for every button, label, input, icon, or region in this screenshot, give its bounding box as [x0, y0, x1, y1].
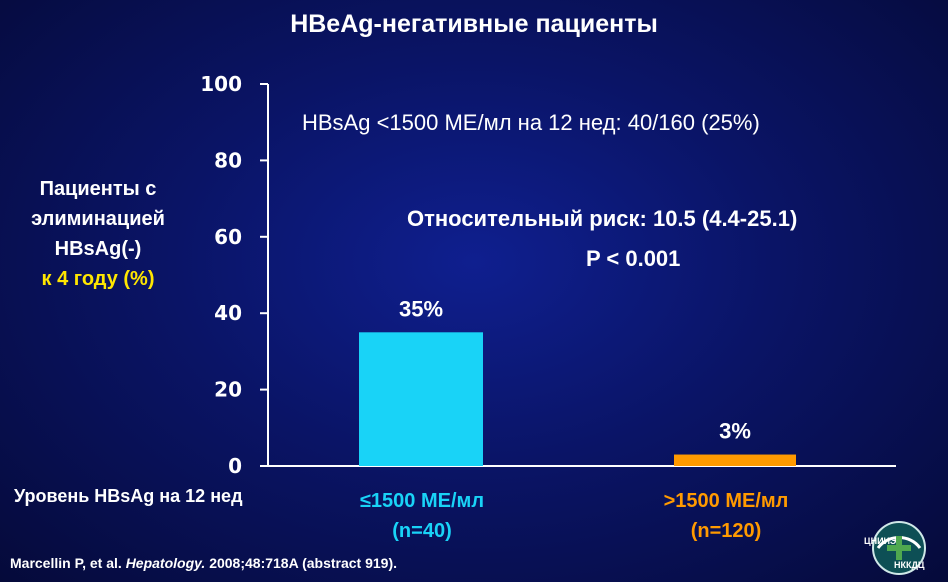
institute-logo: ЦНИИЭ НККДЦ [864, 521, 926, 575]
category-label-high-line1: >1500 МЕ/мл [663, 490, 789, 512]
bar-value-label-0: 35% [399, 296, 443, 321]
logo-cross-h [887, 545, 911, 551]
y-axis-label-line2: элиминацией [31, 208, 165, 230]
bars: 35% 3% [359, 296, 796, 466]
y-tick-label: 20 [214, 378, 242, 402]
y-axis-label-line3: HBsAg(-) [54, 238, 142, 260]
citation-authors: Marcellin P, et al. [10, 555, 122, 571]
y-tick-label: 0 [228, 454, 242, 478]
category-label-low: ≤1500 МЕ/мл (n=40) [327, 486, 517, 546]
relative-risk-note: Относительный риск: 10.5 (4.4-25.1) [407, 206, 798, 231]
y-tick-label: 60 [214, 225, 242, 249]
category-label-low-line1: ≤1500 МЕ/мл [359, 490, 485, 512]
citation: Marcellin P, et al. Hepatology. 2008;48:… [10, 555, 397, 571]
logo-text-bottom: НККДЦ [894, 560, 925, 570]
category-label-high-line2: (n=120) [690, 520, 762, 542]
x-axis-label: Уровень HBsAg на 12 нед [14, 486, 243, 506]
citation-journal: Hepatology. [125, 555, 206, 571]
y-axis-label-line1: Пациенты с [39, 178, 157, 200]
category-label-low-line2: (n=40) [392, 520, 452, 542]
citation-details: 2008;48:718A (abstract 919). [209, 555, 397, 571]
y-axis-label-line4: к 4 году (%) [41, 268, 155, 290]
p-value-note: P < 0.001 [586, 246, 681, 271]
bar-0 [359, 332, 483, 466]
logo-text-top: ЦНИИЭ [864, 536, 897, 546]
slide-title: HBeAg-негативные пациенты [290, 10, 658, 38]
y-tick-label: 40 [214, 301, 242, 325]
y-tick-label: 100 [200, 72, 242, 96]
threshold-note: HBsAg <1500 МЕ/мл на 12 нед: 40/160 (25%… [302, 110, 760, 135]
bar-1 [674, 454, 796, 466]
bar-value-label-1: 3% [719, 419, 751, 444]
y-axis: 0 20 40 60 80 100 [200, 72, 896, 478]
y-tick-label: 80 [214, 148, 242, 172]
category-label-high: >1500 МЕ/мл (n=120) [631, 486, 821, 546]
y-axis-label: Пациенты с элиминацией HBsAg(-) к 4 году… [6, 174, 190, 294]
